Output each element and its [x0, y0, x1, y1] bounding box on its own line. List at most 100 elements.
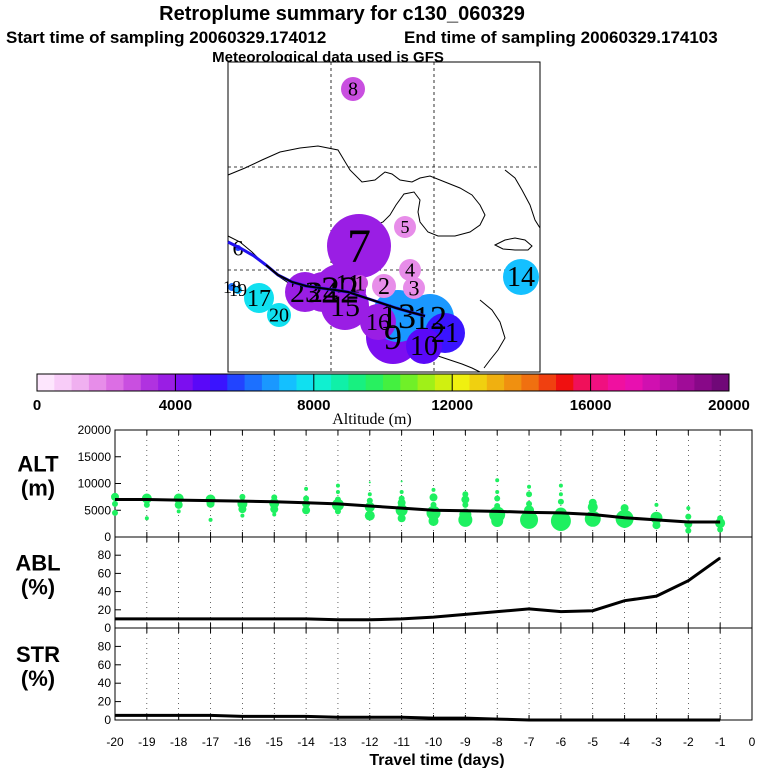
map-point-label: 9: [384, 317, 402, 357]
colorbar-cell: [175, 374, 194, 391]
panel-label: STR: [16, 642, 60, 667]
map-point-day-2: [372, 274, 396, 298]
alt-dot: [112, 500, 118, 507]
colorbar-cell: [140, 374, 159, 391]
colorbar-tick-label: 12000: [431, 397, 473, 414]
alt-dot: [364, 510, 375, 521]
y-tick-label: 80: [98, 639, 112, 653]
alt-dot: [652, 521, 661, 530]
alt-dot: [526, 491, 533, 498]
map-point-day-8: [341, 77, 365, 101]
y-tick-label: 10000: [78, 477, 112, 491]
map-point-label: 7: [347, 220, 371, 273]
colorbar-cell: [227, 374, 246, 391]
alt-dot: [526, 500, 533, 507]
alt-dot: [238, 505, 247, 514]
alt-dot: [461, 495, 470, 504]
panel-abl: 0 20 40 60 80 ABL(%): [15, 536, 753, 635]
panel-label: ABL: [15, 551, 60, 576]
colorbar-cell: [88, 374, 107, 391]
map-point-label: 8: [348, 79, 358, 101]
colorbar-tick-label: 0: [33, 397, 41, 414]
panel-str: 0 20 40 60 80 STR(%): [16, 627, 753, 727]
colorbar-cell: [556, 374, 574, 391]
map-point-day-20: [267, 303, 291, 327]
colorbar-cell: [469, 374, 488, 391]
colorbar-cell: [434, 374, 453, 391]
alt-dot: [494, 495, 501, 502]
coastline: [227, 145, 486, 237]
colorbar: 0 4000 8000 12000 16000 20000 Altitude (m): [33, 373, 750, 428]
alt-dot: [176, 509, 181, 514]
colorbar-cell: [244, 374, 263, 391]
colorbar-cell: [486, 374, 505, 391]
colorbar-cell: [279, 374, 297, 391]
x-tick-label: -20: [106, 735, 124, 749]
colorbar-cell: [348, 374, 367, 391]
colorbar-cell: [192, 374, 211, 391]
colorbar-cell: [625, 374, 643, 391]
colorbar-cell: [538, 374, 557, 391]
end-time: End time of sampling 20060329.174103: [404, 28, 718, 47]
map-point-label: 16: [366, 310, 390, 336]
alt-dot: [304, 486, 309, 491]
alt-dot: [429, 493, 438, 502]
trajectory-line-dark: [265, 264, 426, 317]
colorbar-cell: [711, 374, 730, 391]
map-point-day-11: [330, 266, 366, 302]
alt-dot: [366, 497, 373, 504]
map-point-day-7: [327, 214, 391, 278]
y-tick-label: 0: [104, 621, 111, 635]
map-point-label: 18: [223, 277, 241, 297]
alt-dot: [558, 492, 563, 497]
map-point-day-16: [360, 304, 396, 340]
map-point-day-18: [228, 283, 236, 291]
alt-dot: [397, 514, 406, 523]
y-tick-label: 20: [98, 603, 112, 617]
alt-dot: [557, 498, 564, 505]
alt-dot: [491, 514, 504, 527]
colorbar-cell: [694, 374, 713, 391]
alt-dot: [270, 505, 279, 514]
alt-dot: [619, 518, 630, 529]
alt-dot: [558, 483, 563, 488]
x-tick-label: -19: [138, 735, 156, 749]
map-point-label: 21: [431, 318, 459, 349]
panel-label: (%): [21, 666, 55, 691]
map-point-label: 24: [308, 276, 338, 309]
alt-dot: [431, 487, 436, 492]
colorbar-label: Altitude (m): [332, 411, 412, 428]
y-tick-label: 60: [98, 566, 112, 580]
map-point-label: 3: [409, 275, 420, 300]
colorbar-cells: [37, 374, 730, 391]
colorbar-cell: [383, 374, 401, 391]
y-tick-label: 0: [104, 713, 111, 727]
colorbar-cell: [54, 374, 73, 391]
alt-mean-line: [115, 498, 721, 524]
map-point-label: 20: [269, 305, 289, 327]
x-tick-label: -5: [587, 735, 598, 749]
x-tick-label: -9: [460, 735, 471, 749]
x-tick-label: 0: [749, 735, 756, 749]
x-tick-label: -10: [425, 735, 443, 749]
x-tick-label: -16: [234, 735, 252, 749]
map-point-label: 5: [401, 217, 410, 237]
map-point-day-5: [394, 216, 416, 238]
alt-dot: [174, 500, 183, 509]
y-tick-label: 5000: [84, 503, 111, 517]
panel-label: ALT: [17, 452, 59, 477]
alt-dot: [334, 508, 341, 515]
x-axis-label: Travel time (days): [369, 752, 504, 768]
colorbar-cell: [659, 374, 678, 391]
start-time: Start time of sampling 20060329.174012: [6, 28, 326, 47]
colorbar-cell: [71, 374, 90, 391]
panel-alt: 0 5000 10000 15000 20000 ALT(m): [17, 423, 753, 544]
x-tick-label: -13: [329, 735, 347, 749]
time-series-panels: 05000100001500020000ALT(m)020406080ABL(%…: [15, 423, 755, 768]
colorbar-cell: [158, 374, 176, 391]
alt-dot: [685, 527, 692, 534]
colorbar-tick-label: 20000: [708, 397, 750, 414]
colorbar-cell: [642, 374, 661, 391]
x-tick-label: -6: [556, 735, 567, 749]
